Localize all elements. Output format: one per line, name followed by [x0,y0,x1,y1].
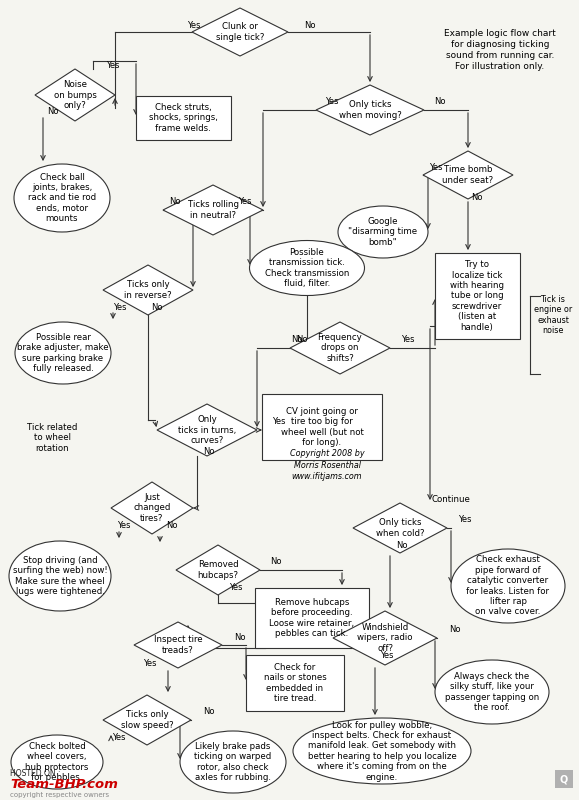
Ellipse shape [338,206,428,258]
FancyBboxPatch shape [262,394,382,460]
Text: No: No [291,335,303,345]
Polygon shape [103,265,193,315]
Text: Check bolted
wheel covers,
hub protectors
for pebbles.: Check bolted wheel covers, hub protector… [25,742,89,782]
Text: No: No [169,198,181,206]
Text: Check exhaust
pipe forward of
catalytic converter
for leaks. Listen for
lifter r: Check exhaust pipe forward of catalytic … [467,555,549,617]
Text: Google
"disarming time
bomb": Google "disarming time bomb" [349,217,417,247]
Polygon shape [176,545,260,595]
Text: Just
changed
tires?: Just changed tires? [133,493,171,523]
Text: Frequency
drops on
shifts?: Frequency drops on shifts? [318,333,362,363]
Text: Team-BHP.com: Team-BHP.com [10,778,118,790]
Text: CV joint going or
tire too big for
wheel well (but not
for long).: CV joint going or tire too big for wheel… [281,407,364,447]
Text: No: No [304,21,316,30]
Text: Yes: Yes [325,98,339,106]
Text: Ticks rolling
in neutral?: Ticks rolling in neutral? [188,200,239,220]
Text: Only
ticks in turns,
curves?: Only ticks in turns, curves? [178,415,236,445]
Ellipse shape [14,164,110,232]
Polygon shape [353,503,447,553]
FancyBboxPatch shape [255,588,369,648]
Text: Time bomb
under seat?: Time bomb under seat? [442,166,493,185]
Text: No: No [151,303,163,313]
Text: Copyright 2008 by
Morris Rosenthal
www.ifitjams.com: Copyright 2008 by Morris Rosenthal www.i… [290,450,364,481]
Ellipse shape [180,731,286,793]
Text: No: No [449,626,461,634]
Text: Check ball
joints, brakes,
rack and tie rod
ends, motor
mounts: Check ball joints, brakes, rack and tie … [28,173,96,223]
Text: copyright respective owners: copyright respective owners [10,792,109,798]
Text: Possible rear
brake adjuster, make
sure parking brake
fully released.: Possible rear brake adjuster, make sure … [17,333,109,373]
Text: Try to
localize tick
with hearing
tube or long
screwdriver
(listen at
handle): Try to localize tick with hearing tube o… [450,260,504,332]
Text: Windshield
wipers, radio
off?: Windshield wipers, radio off? [357,623,413,653]
Text: Ticks only
in reverse?: Ticks only in reverse? [124,280,172,300]
Polygon shape [192,8,288,56]
Text: Yes: Yes [187,21,201,30]
Polygon shape [35,69,115,121]
Text: Yes: Yes [143,658,157,667]
Text: No: No [47,106,58,115]
Text: No: No [434,98,446,106]
Text: Stop driving (and
surfing the web) now!
Make sure the wheel
lugs were tightened.: Stop driving (and surfing the web) now! … [13,556,107,596]
Text: No: No [471,193,483,202]
Text: Yes: Yes [107,61,120,70]
Ellipse shape [435,660,549,724]
Text: No: No [234,633,245,642]
Text: Continue: Continue [431,495,470,505]
Text: Yes: Yes [113,303,127,313]
FancyBboxPatch shape [434,253,519,339]
Polygon shape [163,185,263,235]
Ellipse shape [293,718,471,784]
Polygon shape [290,322,390,374]
Text: Yes: Yes [229,583,243,593]
Text: No: No [270,558,282,566]
Text: Yes: Yes [272,418,286,426]
Text: Noise
on bumps
only?: Noise on bumps only? [54,80,97,110]
Polygon shape [134,622,222,668]
Text: Always check the
silky stuff, like your
passenger tapping on
the roof.: Always check the silky stuff, like your … [445,672,539,712]
Polygon shape [316,85,424,135]
Polygon shape [157,404,257,456]
Text: Inspect tire
treads?: Inspect tire treads? [153,635,202,654]
Polygon shape [333,611,437,665]
Ellipse shape [11,735,103,789]
Text: Clunk or
single tick?: Clunk or single tick? [216,22,264,42]
Text: No: No [296,335,308,345]
FancyBboxPatch shape [135,96,230,140]
Text: Yes: Yes [429,162,443,171]
Text: Ticks only
slow speed?: Ticks only slow speed? [120,710,173,730]
Text: Tick is
engine or
exhaust
noise: Tick is engine or exhaust noise [534,295,572,335]
Polygon shape [111,482,193,534]
Text: Example logic flow chart
for diagnosing ticking
sound from running car.
For illu: Example logic flow chart for diagnosing … [444,29,556,71]
Ellipse shape [250,241,365,295]
FancyBboxPatch shape [246,655,344,711]
Text: Remove hubcaps
before proceeding.
Loose wire retainer,
pebbles can tick.: Remove hubcaps before proceeding. Loose … [269,598,354,638]
Text: No: No [203,707,215,717]
Text: Q: Q [560,774,568,784]
Text: No: No [396,542,408,550]
Text: Look for pulley wobble,
inspect belts. Check for exhaust
manifold leak. Get some: Look for pulley wobble, inspect belts. C… [307,721,456,782]
Text: Removed
hubcaps?: Removed hubcaps? [197,560,239,580]
Text: HOSTED ON :: HOSTED ON : [10,769,60,778]
Text: Check for
nails or stones
embedded in
tire tread.: Check for nails or stones embedded in ti… [263,663,327,703]
Polygon shape [423,151,513,199]
Text: Yes: Yes [380,651,394,661]
Text: Yes: Yes [118,522,131,530]
Text: No: No [203,447,215,457]
Ellipse shape [451,549,565,623]
Ellipse shape [9,541,111,611]
Text: Likely brake pads
ticking on warped
rotor, also check
axles for rubbing.: Likely brake pads ticking on warped roto… [195,742,272,782]
FancyBboxPatch shape [555,770,573,788]
Text: Yes: Yes [401,335,415,345]
Text: Only ticks
when moving?: Only ticks when moving? [339,100,401,120]
Text: No: No [166,522,178,530]
Text: Yes: Yes [458,515,472,525]
Text: Yes: Yes [238,198,252,206]
Polygon shape [103,695,191,745]
Text: Possible
transmission tick.
Check transmission
fluid, filter.: Possible transmission tick. Check transm… [265,248,349,288]
Text: Yes: Yes [112,734,126,742]
Text: Tick related
to wheel
rotation: Tick related to wheel rotation [27,423,77,453]
Text: Only ticks
when cold?: Only ticks when cold? [376,518,424,538]
Text: Check struts,
shocks, springs,
frame welds.: Check struts, shocks, springs, frame wel… [149,103,218,133]
Ellipse shape [15,322,111,384]
